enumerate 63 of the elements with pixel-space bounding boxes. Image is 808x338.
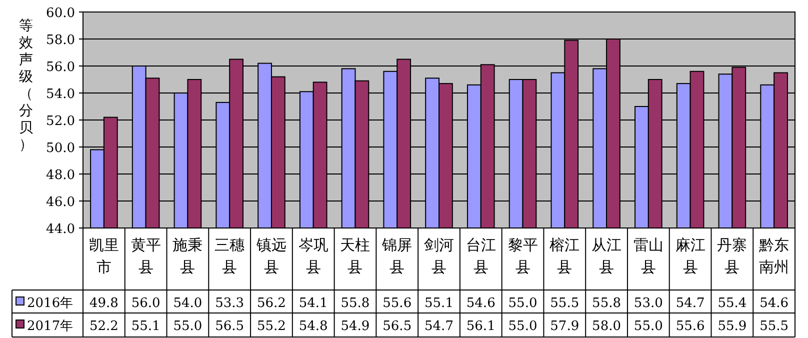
data-label: 55.0	[508, 296, 538, 311]
x-tick-label: 台江县	[466, 236, 496, 276]
data-label: 55.0	[634, 319, 663, 334]
data-label: 55.2	[256, 319, 286, 334]
data-label: 54.0	[173, 296, 202, 311]
x-tick-label: 丹寨县	[717, 236, 748, 276]
data-label: 57.9	[550, 319, 580, 334]
data-label: 53.0	[634, 296, 663, 311]
data-label: 54.8	[298, 319, 328, 334]
data-label: 55.0	[173, 319, 202, 334]
data-label: 54.9	[340, 319, 370, 334]
data-label: 54.1	[298, 296, 328, 311]
data-label: 56.0	[131, 296, 160, 311]
x-tick-label: 锦屏县	[381, 236, 412, 276]
x-tick-label: 黎平县	[508, 236, 538, 276]
data-label: 55.5	[760, 319, 789, 334]
data-label: 54.7	[676, 296, 705, 311]
x-tick-label: 剑河县	[424, 236, 454, 276]
y-tick-label: 58.0	[46, 33, 75, 48]
data-label: 55.6	[382, 296, 412, 311]
data-label: 55.8	[340, 296, 370, 311]
data-label: 55.0	[508, 319, 538, 334]
x-tick-label: 三穗县	[214, 236, 245, 276]
x-tick-label: 镇远县	[255, 236, 286, 276]
data-label: 56.5	[215, 319, 244, 334]
data-label: 58.0	[592, 319, 622, 334]
data-label: 54.7	[424, 319, 454, 334]
data-label: 56.5	[382, 319, 412, 334]
data-label: 55.8	[592, 296, 622, 311]
data-label: 56.1	[466, 319, 496, 334]
x-tick-label: 雷山县	[633, 236, 664, 276]
x-tick-label: 施秉县	[172, 236, 203, 276]
y-tick-label: 60.0	[46, 6, 75, 21]
data-label: 54.6	[760, 296, 789, 311]
x-tick-label: 榕江县	[550, 236, 580, 276]
x-tick-label: 岑巩县	[298, 236, 328, 276]
data-label: 55.1	[424, 296, 454, 311]
data-label: 52.2	[89, 319, 118, 334]
y-tick-label: 48.0	[46, 168, 75, 183]
data-label: 54.6	[466, 296, 496, 311]
data-label: 55.9	[718, 319, 747, 334]
y-tick-label: 44.0	[46, 222, 75, 237]
x-tick-label: 黔东南州	[758, 236, 790, 276]
x-tick-label: 从江县	[592, 236, 622, 276]
data-label: 55.6	[676, 319, 705, 334]
y-axis-title: 等效声级（分贝）	[19, 18, 33, 153]
x-tick-label: 黄平县	[130, 236, 161, 276]
y-tick-label: 52.0	[46, 114, 75, 129]
x-tick-label: 天柱县	[340, 236, 370, 276]
data-label: 55.1	[131, 319, 160, 334]
y-tick-label: 54.0	[46, 87, 75, 102]
data-label: 55.5	[550, 296, 580, 311]
data-label: 49.8	[89, 296, 118, 311]
y-tick-label: 46.0	[46, 195, 75, 210]
data-label: 55.4	[718, 296, 747, 311]
y-tick-label: 50.0	[46, 141, 75, 156]
data-label: 53.3	[215, 296, 244, 311]
legend-label: 2016年	[27, 296, 74, 311]
legend-label: 2017年	[27, 319, 74, 334]
x-tick-label: 凯里市	[88, 236, 119, 276]
data-label: 56.2	[256, 296, 286, 311]
x-tick-label: 麻江县	[675, 236, 706, 276]
y-tick-label: 56.0	[46, 60, 75, 75]
